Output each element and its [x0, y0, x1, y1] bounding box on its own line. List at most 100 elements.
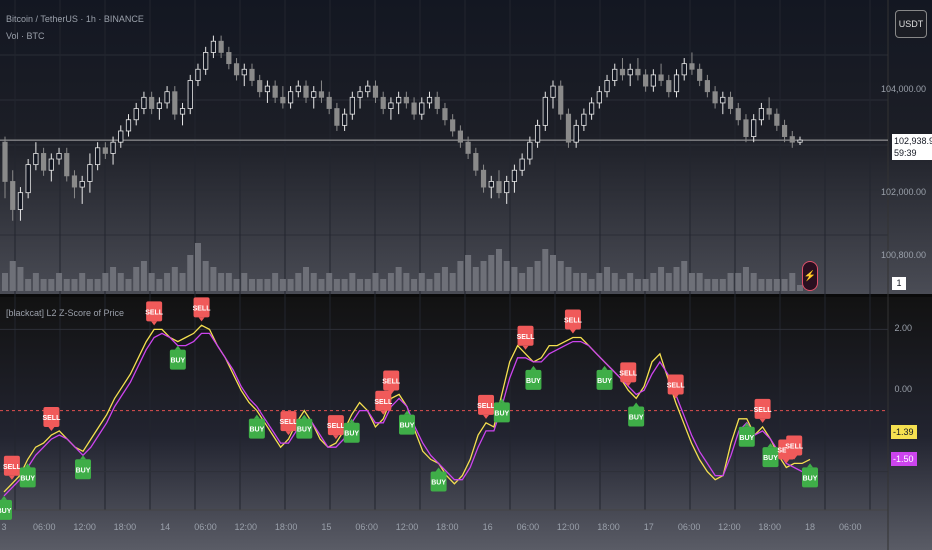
candle-countdown: 59:39: [894, 148, 917, 158]
sell-signal[interactable]: SELL: [327, 415, 346, 440]
buy-signal[interactable]: BUY: [493, 398, 510, 423]
signal-box: [399, 414, 415, 435]
sell-signal[interactable]: SELL: [564, 309, 583, 334]
sell-signal[interactable]: SELL: [42, 407, 61, 431]
z-scale-label: 2.00: [894, 323, 912, 333]
buy-signal[interactable]: BUY: [169, 345, 186, 370]
volume-bar: [665, 273, 672, 291]
symbol-title[interactable]: Bitcoin / TetherUS · 1h · BINANCE: [6, 14, 144, 24]
volume-bar: [650, 273, 657, 291]
candle: [2, 141, 8, 182]
signal-box: [248, 418, 265, 439]
sell-signal[interactable]: SELL: [280, 411, 299, 436]
candle: [573, 124, 579, 143]
time-axis-label: 15: [321, 522, 332, 532]
signal-label: SELL: [145, 309, 164, 316]
signal-pointer: [767, 443, 774, 448]
signal-pointer: [8, 475, 15, 480]
signal-pointer: [253, 414, 260, 419]
candle: [233, 63, 240, 76]
volume-bar: [642, 279, 649, 291]
volume-bar: [735, 273, 742, 291]
volume-bar: [526, 267, 533, 291]
candle: [357, 91, 363, 98]
candle: [102, 147, 108, 154]
currency-button[interactable]: USDT: [895, 10, 927, 38]
signal-box: [525, 369, 542, 390]
candle: [689, 63, 695, 70]
candle: [342, 113, 348, 126]
sell-signal[interactable]: SELL: [382, 370, 401, 395]
volume-bar: [658, 267, 665, 291]
sell-signal[interactable]: SELL: [785, 435, 804, 460]
signal-pointer: [151, 321, 158, 326]
signal-label: BUY: [629, 414, 644, 421]
candle: [10, 181, 16, 210]
time-axis-label: 06:00: [33, 522, 56, 532]
signal-box: [0, 499, 12, 520]
sell-signal[interactable]: SELL: [374, 390, 393, 415]
volume-legend[interactable]: Vol · BTC: [6, 31, 45, 41]
zscore-line: [3, 324, 811, 493]
candle: [534, 124, 541, 143]
sell-signal[interactable]: SELL: [3, 455, 22, 480]
candle: [195, 68, 201, 81]
lightning-icon[interactable]: ⚡: [802, 261, 818, 291]
candle: [311, 91, 317, 98]
buy-signal[interactable]: BUY: [0, 495, 12, 520]
time-axis-label: 06:00: [839, 522, 862, 532]
volume-bar: [94, 279, 101, 291]
buy-signal[interactable]: BUY: [399, 410, 415, 435]
volume-bar: [688, 273, 695, 291]
signal-box: [296, 418, 313, 439]
signal-label: SELL: [42, 415, 61, 422]
sell-signal[interactable]: SELL: [145, 301, 164, 326]
buy-signal[interactable]: BUY: [430, 467, 447, 492]
volume-bar: [550, 255, 557, 291]
candle: [774, 113, 780, 126]
signal-label: BUY: [526, 378, 541, 385]
buy-signal[interactable]: BUY: [762, 443, 779, 468]
sell-signal[interactable]: SELL: [477, 394, 496, 419]
pane-divider[interactable]: [0, 294, 932, 297]
sell-signal[interactable]: SELL: [517, 325, 536, 350]
indicator-panel[interactable]: [0, 297, 932, 550]
signal-label: BUY: [76, 467, 91, 474]
candle: [303, 85, 309, 98]
signal-box: [375, 390, 392, 411]
buy-signal[interactable]: BUY: [525, 365, 542, 390]
candle: [264, 85, 271, 93]
buy-signal[interactable]: BUY: [75, 455, 92, 480]
volume-bar: [418, 273, 425, 291]
time-axis-label: 3: [1, 522, 7, 532]
buy-signal[interactable]: BUY: [343, 418, 360, 443]
buy-signal[interactable]: BUY: [248, 414, 265, 439]
buy-signal[interactable]: BUY: [802, 463, 818, 488]
candle: [450, 119, 456, 132]
volume-bar: [604, 267, 611, 291]
time-axis-label: 16: [482, 522, 493, 532]
sell-signal[interactable]: SELL: [619, 362, 638, 387]
sell-signal[interactable]: SELL: [667, 374, 686, 399]
volume-bar: [303, 267, 310, 291]
signal-box: [75, 459, 92, 480]
volume-bar: [110, 267, 117, 291]
candle: [465, 141, 471, 154]
signal-box: [3, 455, 20, 476]
buy-signal[interactable]: BUY: [19, 463, 36, 488]
buy-signal[interactable]: BUY: [596, 365, 613, 390]
buy-signal[interactable]: BUY: [296, 414, 313, 439]
sell-signal[interactable]: SELL: [754, 398, 773, 423]
signal-pointer: [743, 422, 750, 427]
indicator-title[interactable]: [blackcat] L2 Z-Score of Price: [6, 308, 125, 318]
sell-signal[interactable]: SELL: [193, 297, 212, 322]
volume-bar: [565, 267, 572, 291]
candle: [766, 108, 772, 115]
volume-bar: [71, 279, 78, 291]
buy-signal[interactable]: BUY: [628, 402, 645, 427]
candle: [442, 108, 448, 121]
buy-signal[interactable]: BUY: [738, 422, 755, 447]
candle: [797, 139, 803, 143]
